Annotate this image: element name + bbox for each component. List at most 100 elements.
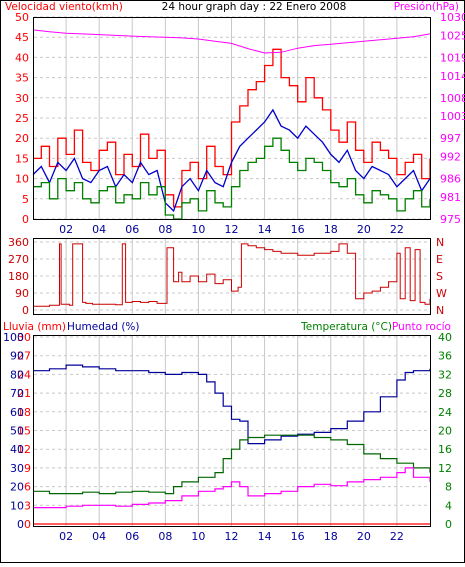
humidity-ytick-label: 80 (10, 368, 24, 381)
pressure-ytick-label: 1014 (440, 70, 465, 83)
temperature-ytick-label: 4 (445, 499, 452, 512)
temperature-ytick-label: 36 (438, 350, 452, 363)
wind_min-series-line (33, 137, 431, 220)
humidity-ytick-label: 100 (3, 331, 24, 344)
temperature-ytick-label: 8 (445, 481, 452, 494)
humidity-ytick-label: 70 (10, 387, 24, 400)
humidity-ytick-label: 50 (10, 425, 24, 438)
temperature-ytick-label: 24 (438, 406, 452, 419)
hum-xtick-label: 06 (125, 530, 139, 543)
hum-xtick-label: 08 (158, 530, 172, 543)
temperature-ytick-label: 28 (438, 387, 452, 400)
hum-xtick-label: 10 (191, 530, 205, 543)
temperature-ytick-label: 32 (438, 368, 452, 381)
wind-ytick-label: 10 (15, 173, 29, 186)
wind-ytick-label: 0 (22, 213, 29, 226)
humidity-ytick-label: 0 (17, 518, 24, 531)
wind-xtick-label: 02 (59, 223, 73, 236)
wind-ytick-label: 50 (15, 11, 29, 24)
hum-xtick-label: 14 (258, 530, 272, 543)
wind-pressure-panel: 0 5 10 15 20 25 30 35 40 45 50 975 981 986 992 997 1003 1… (15, 11, 465, 236)
wind_avg-series-line (32, 108, 431, 213)
temperature-series-line (33, 434, 431, 495)
wind-xtick-label: 22 (390, 223, 404, 236)
dir-plot-frame (33, 238, 431, 315)
pressure-ytick-label: 986 (440, 173, 461, 186)
wind-ytick-label: 25 (15, 112, 29, 125)
rain-ytick-label: 30 (17, 331, 31, 344)
humidity-ytick-label: 20 (10, 481, 24, 494)
rain-ytick-label: 21 (17, 387, 31, 400)
temperature-ytick-label: 16 (438, 443, 452, 456)
hum-xtick-label: 04 (92, 530, 106, 543)
hum-xtick-label: 22 (390, 530, 404, 543)
dir-ytick-label: 180 (8, 270, 29, 283)
dir-ytick-label: 0 (22, 304, 29, 317)
rain-ytick-label: 0 (24, 518, 31, 531)
wind-xtick-label: 08 (158, 223, 172, 236)
rain-ytick-label: 9 (24, 462, 31, 475)
wind-direction-panel: 0 N 90 W 180 S 270 E 360 N (8, 236, 447, 317)
wind_speed-series-line (33, 48, 431, 208)
rain-ytick-label: 24 (17, 368, 31, 381)
humidity-ytick-label: 40 (10, 443, 24, 456)
wind-ytick-label: 30 (15, 92, 29, 105)
hum-xtick-label: 20 (357, 530, 371, 543)
wind-xtick-label: 14 (258, 223, 272, 236)
wind-ytick-label: 35 (15, 72, 29, 85)
wind-ytick-label: 5 (22, 193, 29, 206)
pressure-ytick-label: 981 (440, 191, 461, 204)
compass-label: S (436, 270, 443, 283)
dir-ytick-label: 90 (15, 287, 29, 300)
wind-xtick-label: 12 (225, 223, 239, 236)
hum-plot-frame (33, 335, 431, 527)
pressure-ytick-label: 975 (440, 213, 461, 226)
rain-ytick-label: 12 (17, 443, 31, 456)
hum-xtick-label: 02 (59, 530, 73, 543)
compass-label: N (436, 304, 444, 317)
chart-title: 24 hour graph day : 22 Enero 2008 (162, 1, 347, 13)
wind-xtick-label: 20 (357, 223, 371, 236)
wind-ytick-label: 40 (15, 51, 29, 64)
hum-xtick-label: 16 (291, 530, 305, 543)
wind-xtick-label: 04 (92, 223, 106, 236)
pressure-ytick-label: 997 (440, 132, 461, 145)
pressure-ytick-label: 992 (440, 151, 461, 164)
rain-ytick-label: 18 (17, 406, 31, 419)
dewpoint-series-line (33, 467, 431, 509)
rain-humidity-temperature-panel: 0369121518212427300102030405060708090100… (3, 331, 452, 543)
pressure-ytick-label: 1003 (440, 110, 465, 123)
compass-label: W (436, 287, 447, 300)
wind-direction-series-line (33, 243, 431, 307)
pressure-series-line (32, 29, 431, 54)
humidity-ytick-label: 30 (10, 462, 24, 475)
temperature-ytick-label: 12 (438, 462, 452, 475)
pressure-ytick-label: 1030 (440, 11, 465, 24)
wind-ytick-label: 45 (15, 31, 29, 44)
temperature-axis-title: Temperatura (°C) (300, 321, 392, 333)
wind-ytick-label: 20 (15, 132, 29, 145)
temperature-ytick-label: 40 (438, 331, 452, 344)
pressure-axis-title: Presión(hPa) (394, 1, 459, 13)
dir-ytick-label: 270 (8, 253, 29, 266)
humidity-ytick-label: 60 (10, 406, 24, 419)
rain-ytick-label: 3 (24, 499, 31, 512)
temperature-ytick-label: 20 (438, 425, 452, 438)
pressure-ytick-label: 1019 (440, 51, 465, 64)
wind-plot-frame (33, 17, 431, 220)
pressure-ytick-label: 1008 (440, 92, 465, 105)
wind-xtick-label: 18 (324, 223, 338, 236)
wind-ytick-label: 15 (15, 152, 29, 165)
compass-label: N (436, 236, 444, 249)
humidity-ytick-label: 90 (10, 350, 24, 363)
rain-ytick-label: 6 (24, 481, 31, 494)
humidity-axis-title: Humedad (%) (67, 321, 140, 333)
humidity-series-line (33, 364, 431, 445)
dir-ytick-label: 360 (8, 236, 29, 249)
compass-label: E (436, 253, 443, 266)
pressure-ytick-label: 1025 (440, 29, 465, 42)
rain-ytick-label: 15 (17, 425, 31, 438)
